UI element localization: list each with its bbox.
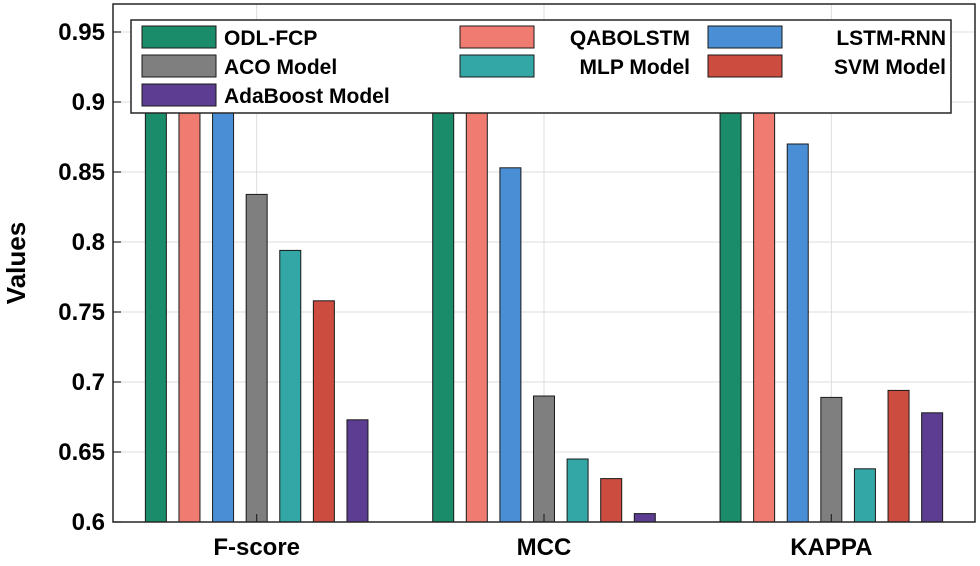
bar-adaboost-model-f-score [346,419,369,523]
bar-adaboost-model-kappa [921,412,944,523]
bar-aco-model-kappa [820,396,843,523]
bar-lstm-rnn-mcc [499,167,522,523]
bar-odl-fcp-kappa [719,49,742,523]
legend-label: MLP Model [580,56,690,79]
bar-qabolstm-f-score [178,63,201,523]
bar-lstm-rnn-kappa [786,143,809,523]
legend-swatch [707,54,783,78]
y-tick-label: 0.95 [58,19,105,46]
bar-aco-model-f-score [245,193,268,523]
bar-mlp-model-kappa [853,468,876,523]
legend-label: AdaBoost Model [224,85,390,108]
legend-label: QABOLSTM [570,27,690,50]
bar-aco-model-mcc [533,395,555,523]
bar-adaboost-model-mcc [633,513,656,523]
legend-swatch [707,25,783,49]
y-tick-label: 0.8 [72,229,105,256]
y-tick-label: 0.9 [72,89,105,116]
bar-lstm-rnn-f-score [212,107,235,523]
bar-svm-model-kappa [887,389,910,523]
legend-swatch [141,54,217,78]
legend-label: LSTM-RNN [836,27,946,50]
axes: 0.6 0.65 0.7 0.75 0.8 0.85 0.9 0.95 F-score MCC KA… [58,19,872,561]
legend-label: ODL-FCP [224,27,317,50]
y-tick-label: 0.85 [58,159,105,186]
legend-label: ACO Model [224,56,337,79]
legend-swatch [141,25,217,49]
legend-swatch [141,83,217,107]
legend-box [130,19,952,114]
x-category-label: F-score [213,534,300,561]
x-category-label: KAPPA [790,534,872,561]
legend-swatch [459,25,535,49]
y-tick-label: 0.6 [72,509,105,536]
y-tick-label: 0.75 [58,299,105,326]
bar-odl-fcp-mcc [432,62,455,523]
x-category-label: MCC [517,534,572,561]
bar-mlp-model-f-score [279,249,302,523]
y-axis-label: Values [1,222,31,304]
legend: ODL-FCP QABOLSTM LSTM-RNN ACO Model MLP Mode… [130,19,952,114]
legend-label: SVM Model [834,56,946,79]
bar-mlp-model-mcc [566,458,589,523]
bar-svm-model-f-score [312,300,335,523]
bar-svm-model-mcc [600,478,623,523]
bar-qabolstm-mcc [465,91,488,523]
bar-qabolstm-kappa [753,80,776,523]
y-tick-label: 0.65 [58,439,105,466]
legend-swatch [459,54,535,78]
y-tick-label: 0.7 [72,369,105,396]
bar-odl-fcp-f-score [144,46,167,523]
